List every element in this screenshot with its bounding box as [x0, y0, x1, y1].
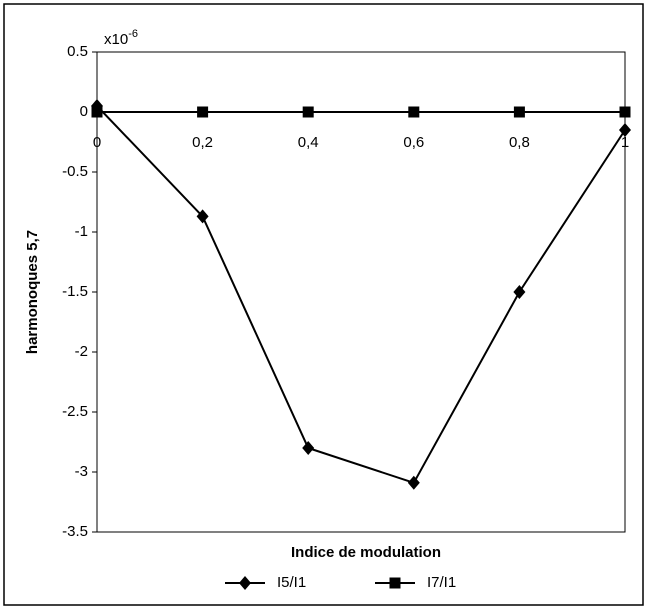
- marker-square: [91, 106, 103, 118]
- multiplier-base: x10: [104, 31, 128, 48]
- marker-diamond: [239, 576, 251, 590]
- marker-diamond: [407, 475, 420, 490]
- frame: [3, 3, 644, 606]
- x-axis-label: Indice de modulation: [291, 544, 441, 561]
- y-tick-label: -2: [75, 343, 88, 360]
- legend-label: I7/I1: [427, 574, 456, 591]
- x-tick-label: 0: [93, 134, 101, 151]
- marker-diamond: [302, 441, 315, 455]
- marker-square: [389, 577, 401, 589]
- x-tick-label: 0,6: [403, 134, 424, 151]
- x-tick-label: 0,2: [192, 134, 213, 151]
- x-tick-label: 0,4: [298, 134, 319, 151]
- x-tick-label: 1: [621, 134, 629, 151]
- y-tick-label: 0.5: [67, 43, 88, 60]
- x-tick-label: 0,8: [509, 134, 530, 151]
- y-tick-label: -1.5: [62, 283, 88, 300]
- marker-diamond: [619, 123, 631, 137]
- marker-square: [408, 106, 420, 118]
- y-tick-label: -0.5: [62, 163, 88, 180]
- marker-diamond: [513, 285, 526, 299]
- legend-label: I5/I1: [277, 574, 306, 591]
- marker-diamond: [196, 209, 209, 224]
- marker-square: [619, 106, 631, 118]
- marker-square: [302, 106, 314, 118]
- multiplier-exponent: -6: [128, 28, 138, 40]
- marker-square: [197, 106, 209, 118]
- y-multiplier: x10-6: [104, 28, 138, 48]
- series-line: [96, 105, 626, 485]
- y-tick-label: -3.5: [62, 523, 88, 540]
- y-axis-label: harmonoques 5,7: [24, 230, 41, 354]
- y-tick-label: -1: [75, 223, 88, 240]
- marker-square: [513, 106, 525, 118]
- y-tick-label: -2.5: [62, 403, 88, 420]
- y-tick-label: -3: [75, 463, 88, 480]
- y-tick-label: 0: [80, 103, 88, 120]
